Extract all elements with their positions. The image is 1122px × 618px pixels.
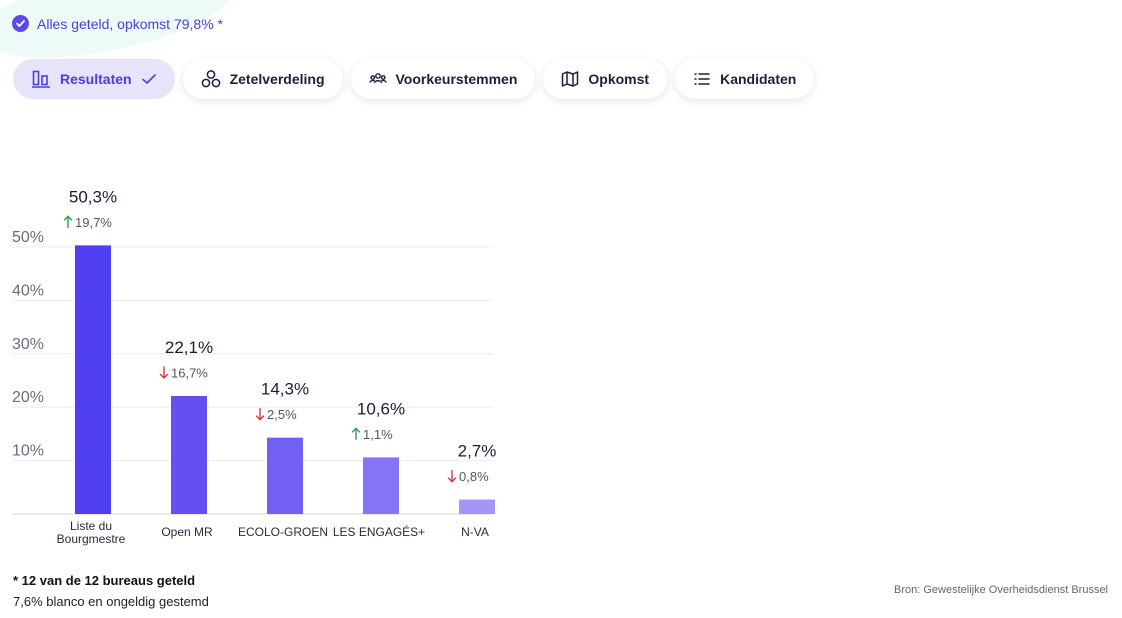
- arrow-down-icon: [159, 366, 169, 379]
- bar: [171, 395, 207, 514]
- bar-change-label: 2,5%: [267, 407, 297, 422]
- people-icon: [368, 70, 387, 88]
- bar-value-label: 2,7%: [458, 442, 497, 461]
- bar-change-label: 1,1%: [363, 427, 393, 442]
- bar-value-label: 50,3%: [69, 187, 117, 206]
- circles-icon: [201, 69, 221, 89]
- bar-chart-icon: [31, 69, 51, 89]
- map-icon: [561, 70, 579, 88]
- bar: [459, 499, 495, 514]
- bar: [267, 437, 303, 514]
- tab-label: Voorkeurstemmen: [395, 71, 518, 87]
- result-tabs: Resultaten Zetelverdeling Voorkeurstemme…: [13, 59, 815, 99]
- bar-change-label: 19,7%: [75, 215, 112, 230]
- results-bar-chart: 10% 20% 30% 40% 50% 50,3% 19,7% Liste du Bourgme…: [12, 187, 497, 546]
- tab-kandidaten[interactable]: Kandidaten: [675, 59, 815, 99]
- bar: [363, 457, 399, 514]
- tab-label: Resultaten: [60, 71, 132, 87]
- y-tick-label: 30%: [12, 336, 44, 353]
- list-icon: [693, 70, 711, 88]
- tab-label: Opkomst: [588, 71, 650, 87]
- tab-resultaten[interactable]: Resultaten: [13, 59, 175, 99]
- arrow-down-icon: [255, 407, 265, 421]
- bar-value-label: 14,3%: [261, 380, 309, 399]
- blank-votes-note: 7,6% blanco en ongeldig gestemd: [13, 594, 209, 609]
- tab-label: Kandidaten: [720, 71, 797, 87]
- bar-change-label: 16,7%: [171, 365, 208, 380]
- y-tick-label: 40%: [12, 282, 44, 299]
- bar-value-label: 22,1%: [165, 338, 213, 357]
- x-tick-label: Open MR: [161, 525, 213, 539]
- x-tick-label: Liste du Bourgmestre: [57, 519, 126, 546]
- x-tick-label: ECOLO-GROEN: [238, 525, 328, 539]
- arrow-up-icon: [63, 215, 73, 229]
- tab-opkomst[interactable]: Opkomst: [543, 59, 668, 99]
- y-tick-label: 50%: [12, 229, 44, 246]
- arrow-up-icon: [351, 427, 361, 441]
- y-tick-label: 10%: [12, 443, 44, 460]
- count-status: Alles geteld, opkomst 79,8% *: [12, 15, 223, 32]
- bar: [75, 245, 111, 514]
- y-tick-label: 20%: [12, 389, 44, 406]
- x-tick-label: LES ENGAGÉS+: [333, 524, 425, 539]
- check-circle-icon: [12, 15, 29, 32]
- tab-label: Zetelverdeling: [229, 71, 325, 87]
- x-tick-label: N-VA: [461, 525, 489, 539]
- bar-change-label: 0,8%: [459, 469, 489, 484]
- tab-zetelverdeling[interactable]: Zetelverdeling: [182, 59, 343, 99]
- tab-voorkeurstemmen[interactable]: Voorkeurstemmen: [350, 59, 536, 99]
- arrow-down-icon: [447, 469, 457, 483]
- data-source: Bron: Gewestelijke Overheidsdienst Bruss…: [894, 584, 1108, 596]
- checkmark-icon: [141, 71, 157, 87]
- bureaus-counted-note: * 12 van de 12 bureaus geteld: [13, 573, 196, 588]
- bar-value-label: 10,6%: [357, 399, 405, 418]
- count-status-text: Alles geteld, opkomst 79,8% *: [37, 15, 223, 32]
